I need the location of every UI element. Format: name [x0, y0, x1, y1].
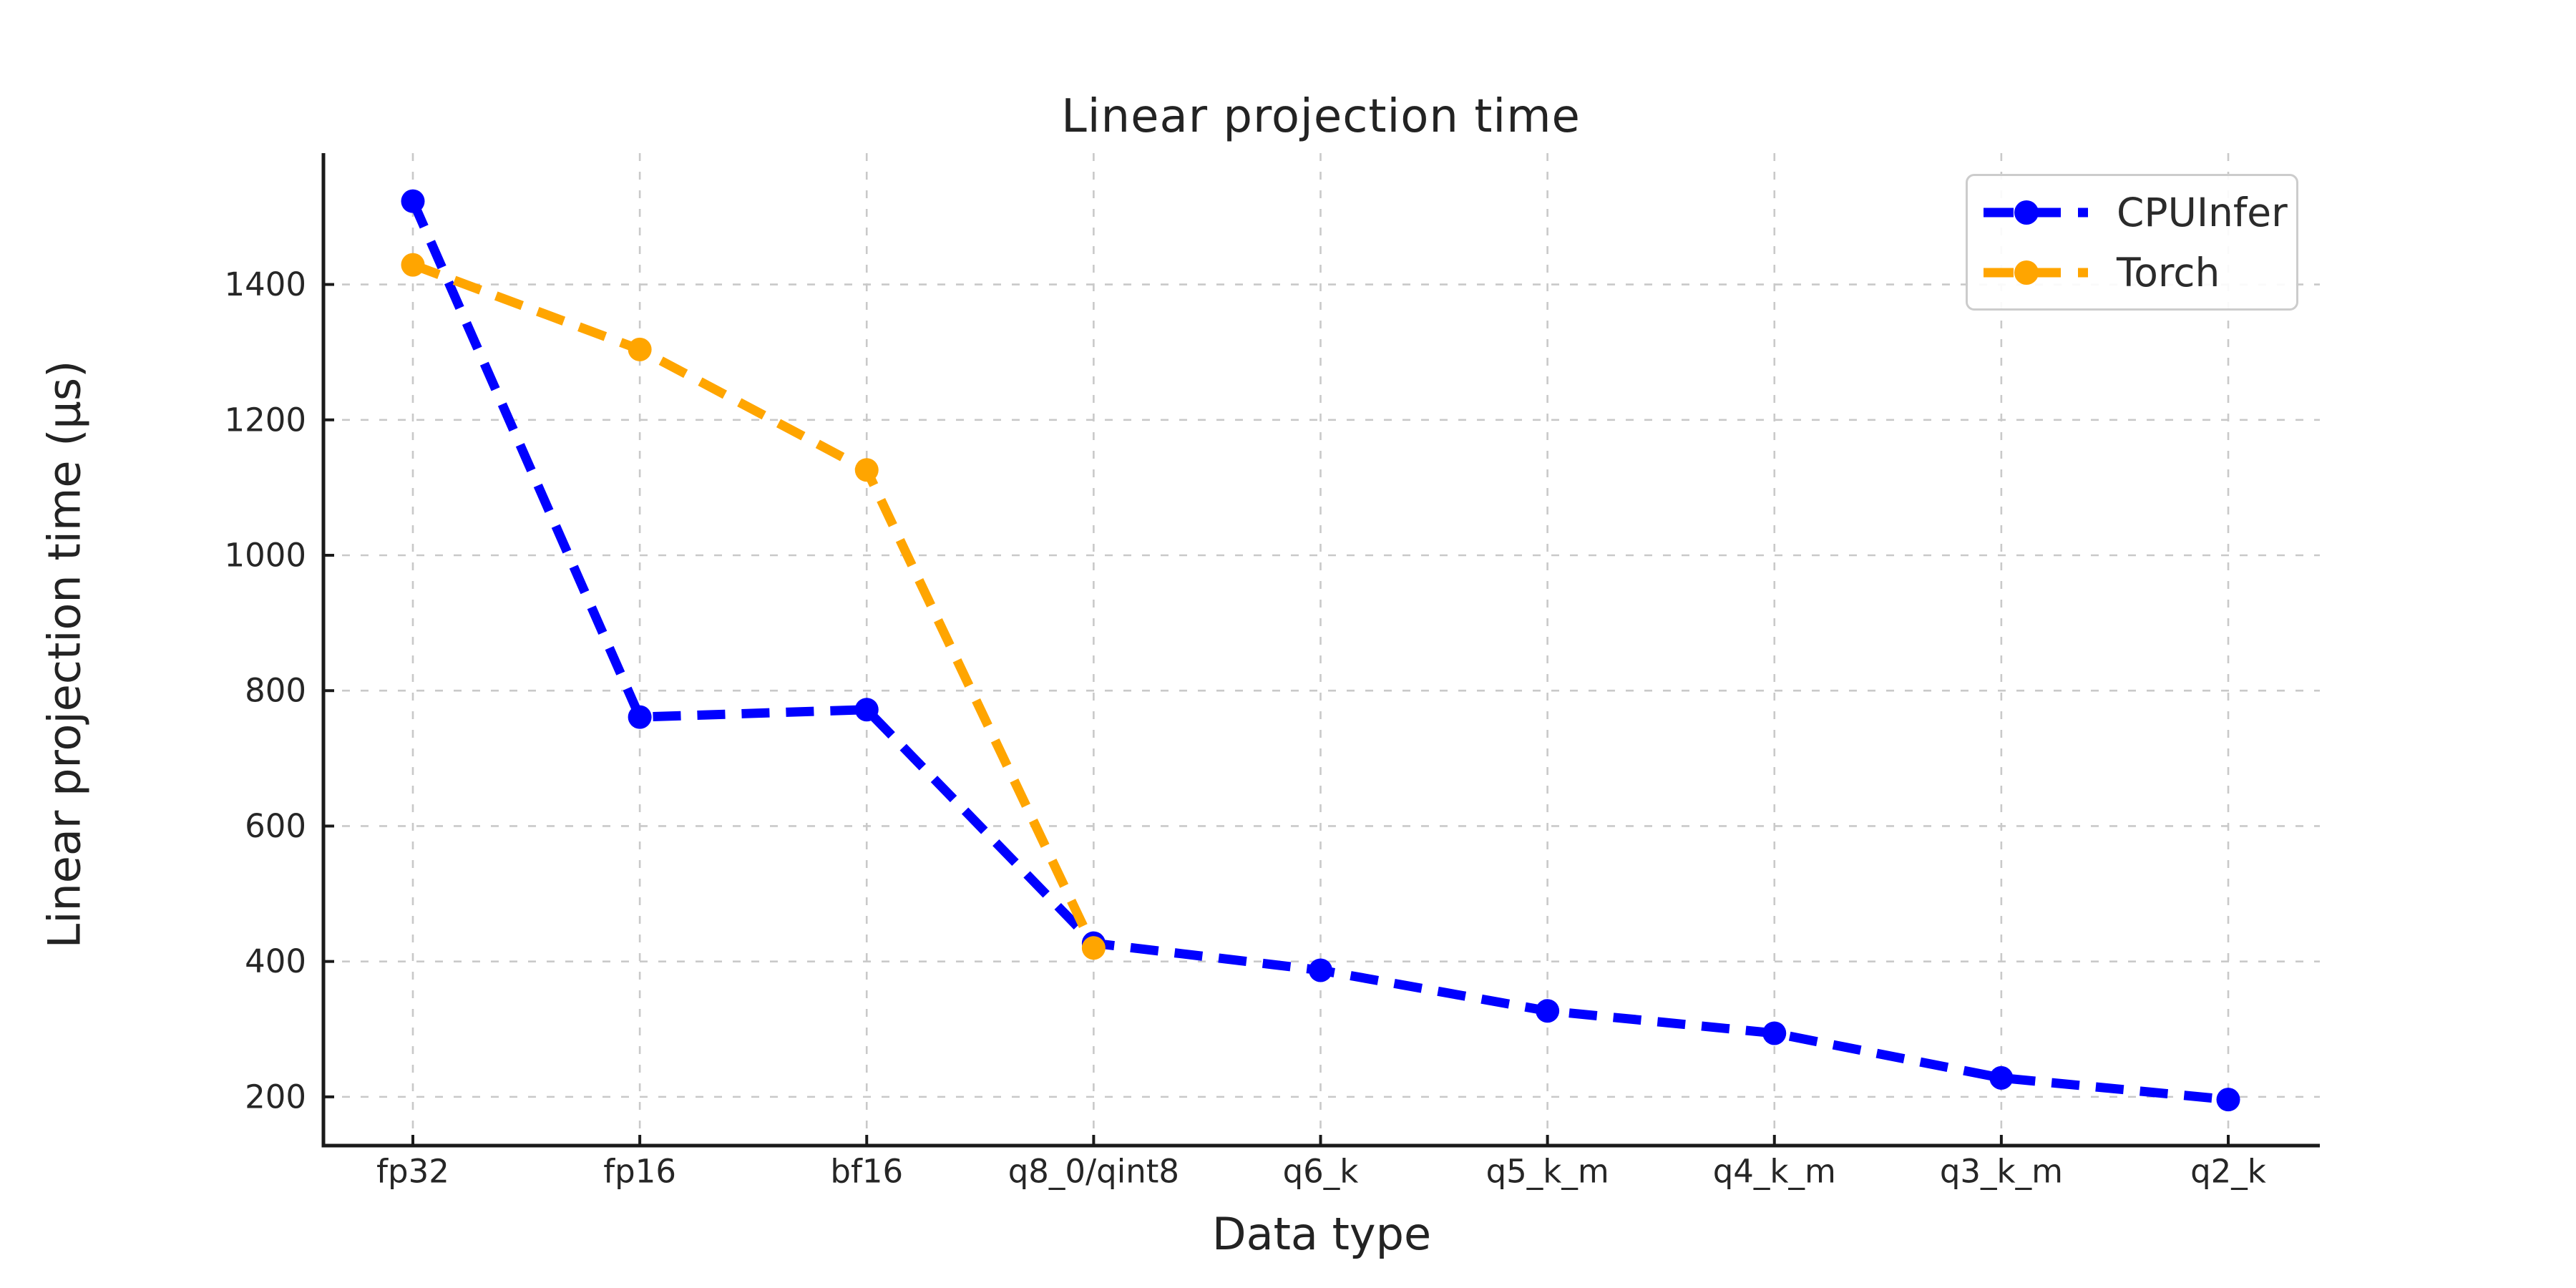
x-tick-label: q8_0/qint8	[1008, 1153, 1179, 1191]
legend-item-torch: Torch	[1982, 248, 2296, 298]
y-tick-label: 200	[245, 1078, 306, 1116]
x-tick-label: q5_k_m	[1486, 1153, 1609, 1191]
data-point-marker-cpuinfer	[628, 705, 652, 729]
y-tick-label: 600	[245, 807, 306, 845]
chart-title: Linear projection time	[1061, 90, 1581, 143]
legend-marker	[2014, 260, 2039, 285]
legend: CPUInfer Torch	[1966, 174, 2298, 311]
y-tick-label: 1000	[224, 536, 306, 574]
legend-swatch-torch	[1984, 260, 2088, 285]
data-point-marker-cpuinfer	[1309, 958, 1332, 982]
data-point-marker-torch	[854, 458, 879, 482]
y-tick-label: 1200	[224, 401, 306, 439]
x-tick-label: fp32	[376, 1153, 449, 1191]
data-point-marker-torch	[628, 337, 652, 361]
legend-swatch-cpuinfer	[1984, 200, 2088, 225]
y-tick-label: 800	[245, 672, 306, 710]
data-point-marker-cpuinfer	[1536, 999, 1560, 1023]
legend-label: CPUInfer	[2117, 189, 2288, 235]
x-tick-label: q6_k	[1283, 1153, 1359, 1191]
legend-marker	[2014, 200, 2039, 225]
y-axis-label: Linear projection time (µs)	[38, 360, 91, 949]
y-tick-label: 1400	[224, 265, 306, 303]
data-point-marker-cpuinfer	[1989, 1065, 2014, 1090]
x-tick-label: fp16	[603, 1153, 676, 1191]
data-point-marker-cpuinfer	[2216, 1088, 2240, 1112]
data-point-marker-torch	[1081, 936, 1106, 960]
x-tick-label: q3_k_m	[1940, 1153, 2063, 1191]
x-tick-label: q4_k_m	[1713, 1153, 1836, 1191]
data-point-marker-cpuinfer	[854, 698, 879, 722]
x-tick-label: q2_k	[2190, 1153, 2266, 1191]
legend-item-cpuinfer: CPUInfer	[1982, 187, 2296, 238]
data-point-marker-cpuinfer	[401, 189, 425, 213]
x-axis-label: Data type	[1211, 1208, 1432, 1260]
y-tick-label: 400	[245, 942, 306, 980]
data-point-marker-torch	[401, 253, 425, 277]
series-line-torch	[411, 260, 1098, 950]
data-point-marker-cpuinfer	[1762, 1021, 1787, 1045]
legend-label: Torch	[2117, 249, 2220, 296]
x-tick-label: bf16	[830, 1153, 903, 1191]
